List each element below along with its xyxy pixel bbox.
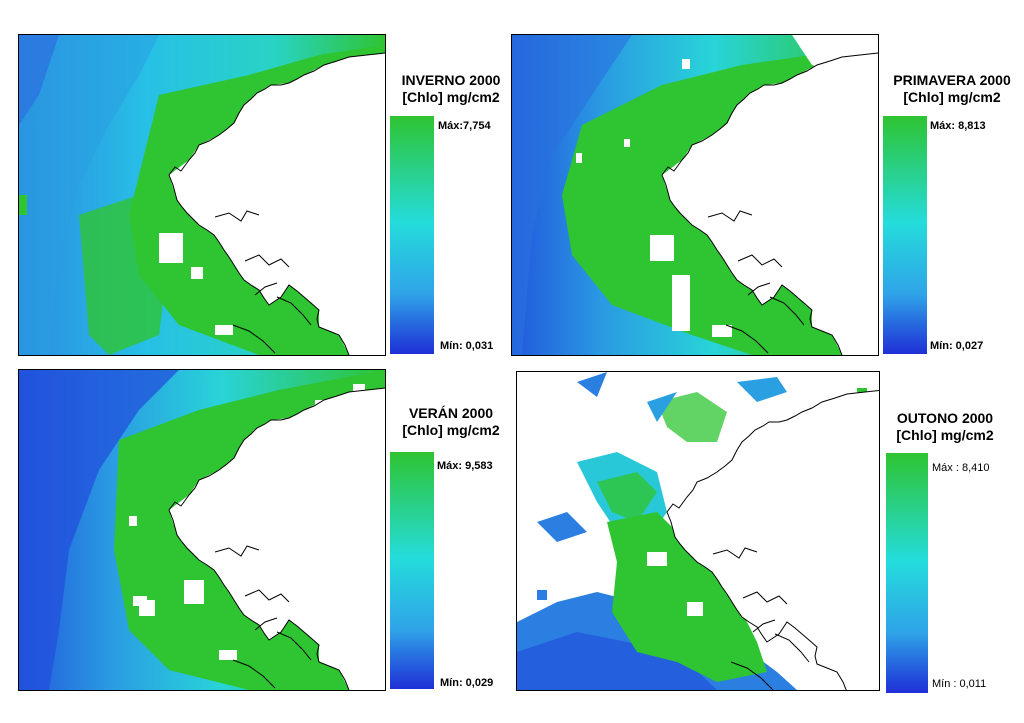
legend-bar-veran [390,452,434,689]
legend-max-primavera: Máx: 8,813 [930,120,986,132]
title-line1: VERÁN 2000 [408,405,494,421]
title-inverno: INVERNO 2000 [Chlo] mg/cm2 [392,72,510,106]
legend-bar-primavera [883,116,927,354]
chlorophyll-map-inverno [19,35,385,355]
legend-min-outono: Mín : 0,011 [932,678,987,690]
title-line2: [Chlo] mg/cm2 [402,89,500,105]
legend-max-outono: Máx : 8,410 [932,462,990,474]
title-line2: [Chlo] mg/cm2 [896,427,994,443]
legend-max-veran: Máx: 9,583 [437,460,493,472]
map-primavera [511,34,879,356]
title-line1: INVERNO 2000 [401,72,501,88]
title-line2: [Chlo] mg/cm2 [402,422,500,438]
title-veran: VERÁN 2000 [Chlo] mg/cm2 [392,405,510,439]
legend-min-veran: Mín: 0,029 [440,677,494,689]
map-veran [18,369,386,691]
map-outono [516,371,880,691]
chlorophyll-map-veran [19,370,385,690]
legend-min-primavera: Mín: 0,027 [930,340,984,352]
legend-max-inverno: Máx:7,754 [438,120,491,132]
legend-bar-outono [886,453,928,693]
chlorophyll-map-outono [517,372,879,690]
legend-bar-inverno [390,116,434,354]
title-line2: [Chlo] mg/cm2 [903,89,1001,105]
title-line1: OUTONO 2000 [896,410,994,426]
title-line1: PRIMAVERA 2000 [893,72,1011,88]
map-inverno [18,34,386,356]
title-primavera: PRIMAVERA 2000 [Chlo] mg/cm2 [884,72,1020,106]
chlorophyll-map-primavera [512,35,878,355]
title-outono: OUTONO 2000 [Chlo] mg/cm2 [888,410,1002,444]
legend-min-inverno: Mín: 0,031 [440,340,494,352]
